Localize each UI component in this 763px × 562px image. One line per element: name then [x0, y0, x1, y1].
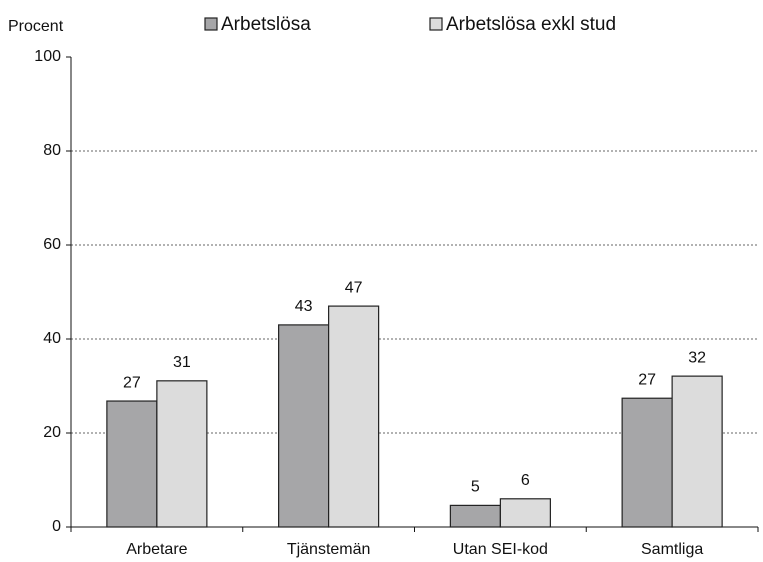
- legend-swatch: [429, 17, 443, 31]
- x-tick-label: Arbetare: [126, 541, 187, 558]
- bar: [328, 305, 380, 528]
- y-axis-label: Procent: [8, 18, 64, 35]
- bar: [671, 375, 723, 528]
- value-label: 32: [688, 349, 706, 366]
- y-tick-label: 80: [43, 142, 61, 159]
- legend-label: Arbetslösa exkl stud: [446, 14, 616, 35]
- legend-swatch: [204, 17, 218, 31]
- bar: [499, 498, 551, 528]
- x-tick-label: Samtliga: [641, 541, 703, 558]
- value-label: 6: [521, 472, 530, 489]
- value-label: 5: [471, 479, 480, 496]
- value-label: 31: [173, 354, 191, 371]
- y-tick-label: 100: [34, 48, 61, 65]
- x-tick-label: Tjänstemän: [287, 541, 371, 558]
- y-tick-label: 20: [43, 424, 61, 441]
- value-label: 43: [295, 298, 313, 315]
- value-label: 27: [123, 374, 141, 391]
- value-label: 47: [345, 279, 363, 296]
- bar: [106, 400, 158, 528]
- x-tick-label: Utan SEI-kod: [453, 541, 548, 558]
- y-tick-label: 40: [43, 330, 61, 347]
- bar: [278, 324, 330, 528]
- bar: [156, 380, 208, 528]
- bar: [621, 397, 673, 528]
- bar: [449, 504, 501, 528]
- value-label: 27: [638, 371, 656, 388]
- y-tick-label: 60: [43, 236, 61, 253]
- y-tick-label: 0: [52, 518, 61, 535]
- legend-label: Arbetslösa: [221, 14, 311, 35]
